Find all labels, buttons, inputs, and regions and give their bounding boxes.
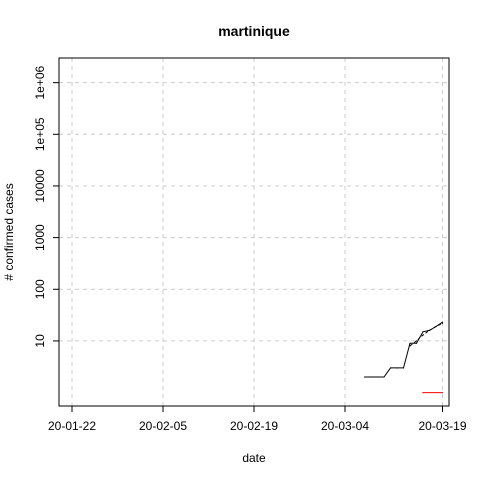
data-point [415,340,418,342]
x-tick-label: 20-01-22 [48,419,96,433]
x-axis-label: date [242,451,266,465]
data-point [383,376,385,378]
data-point [428,329,431,331]
chart-title: martinique [218,23,290,39]
data-point [396,367,398,369]
data-point [409,345,411,347]
series-line-2 [409,322,443,347]
x-tick-label: 20-02-05 [139,419,187,433]
plot-frame [58,57,450,407]
y-tick-label: 1000 [33,224,47,251]
x-tick-label: 20-03-19 [418,419,466,433]
data-point [363,376,366,378]
y-tick-label: 10000 [33,169,47,203]
data-point [370,376,372,378]
data-point [389,367,392,369]
axis-layer: 20-01-22 20-02-05 20-02-19 20-03-04 20-03-19… [33,65,467,433]
data-point [402,367,405,369]
data-point [441,321,444,323]
y-tick-label: 1e+05 [33,117,47,151]
data-point [435,325,437,328]
data-point [441,322,444,324]
grid-layer [59,58,449,406]
y-tick-label: 10 [33,334,47,348]
series-layer [363,321,444,394]
y-tick-label: 100 [33,279,47,299]
x-tick-label: 20-03-04 [321,419,369,433]
y-tick-label: 1e+06 [33,65,47,99]
data-point [441,391,444,394]
x-tick-label: 20-02-19 [230,419,278,433]
data-point [422,331,424,333]
data-point [422,334,424,336]
data-point [409,342,411,344]
y-axis-label: # confirmed cases [2,183,16,280]
data-point [422,391,424,394]
series-line-1 [364,321,443,378]
data-point [376,376,379,378]
data-point [415,342,418,344]
